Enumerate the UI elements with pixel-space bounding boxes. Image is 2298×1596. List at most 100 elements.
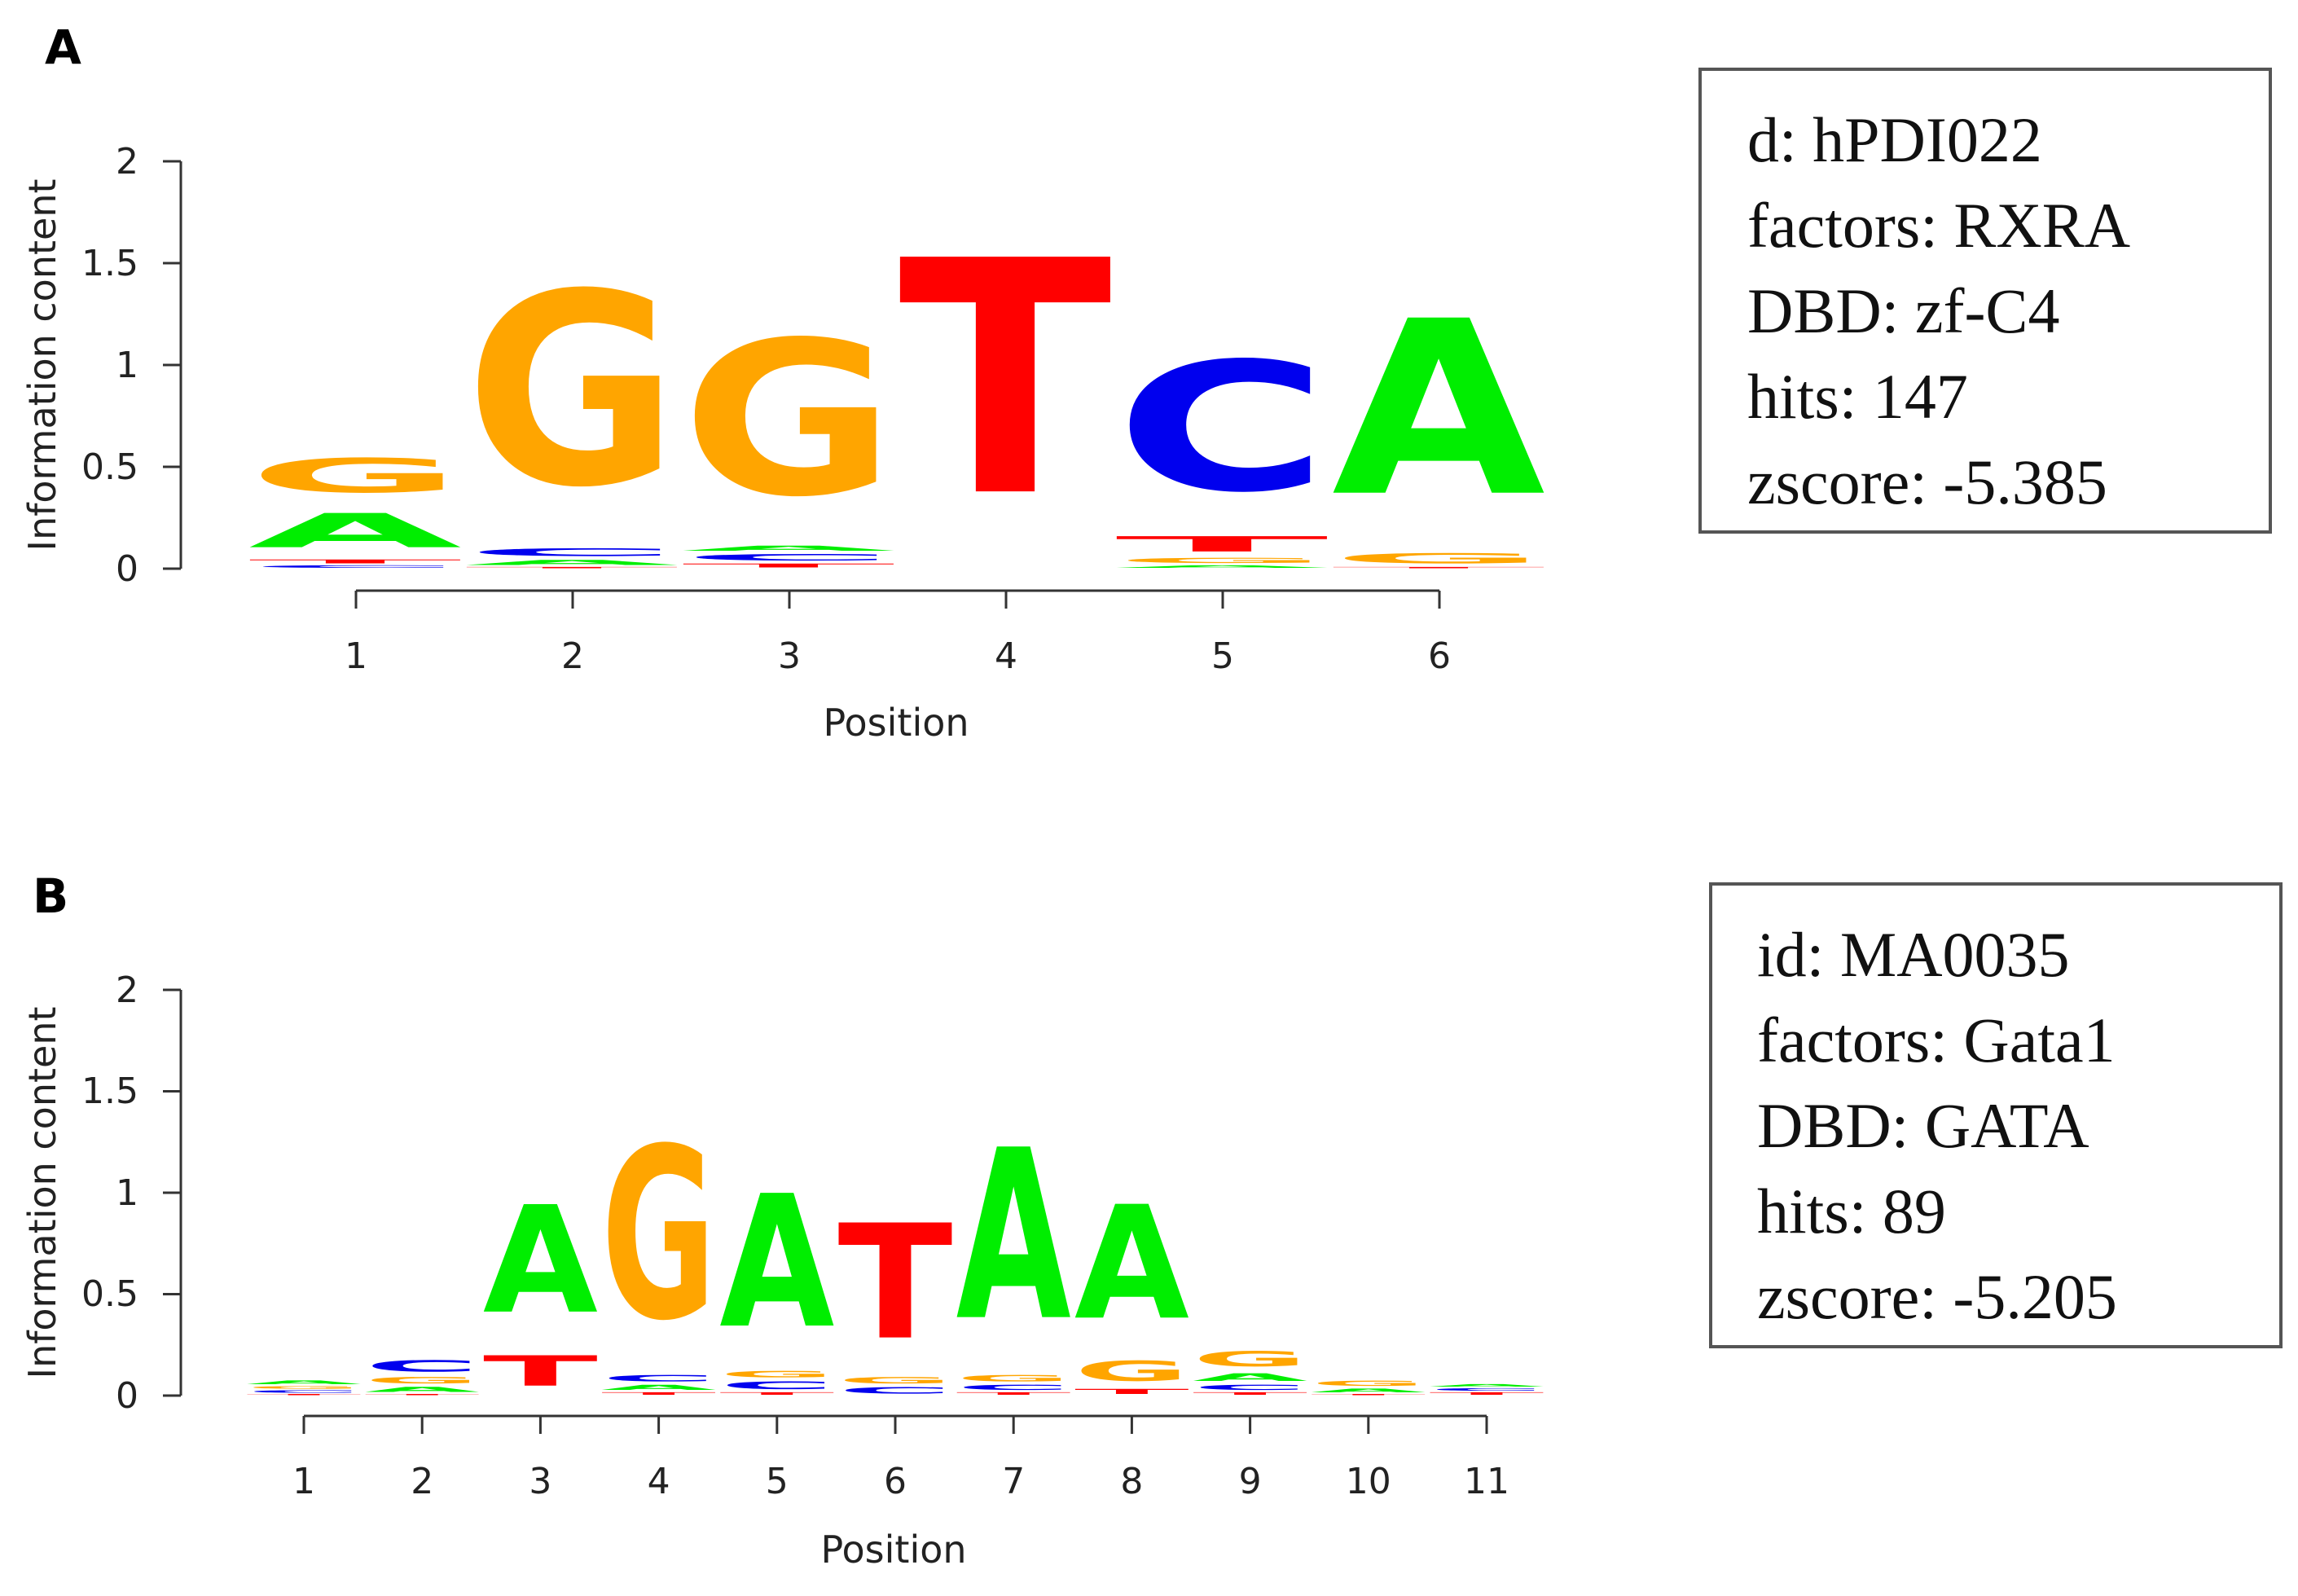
panel-a-x-axis-title: Position <box>823 701 969 745</box>
panel-a-y-tick-label: 1.5 <box>81 243 138 284</box>
panel-a-info-id: d: hPDI022 <box>1747 104 2042 175</box>
panel-a-y-tick-label: 0 <box>116 548 138 590</box>
panel-a-label: A <box>45 20 81 75</box>
logo-letter-G-pos-4: G <box>601 1099 716 1374</box>
logo-letter-A-pos-2: A <box>365 1386 480 1394</box>
panel-a-x-tick-label: 2 <box>561 635 584 677</box>
logo-letter-T-pos-8: T <box>1074 1387 1189 1396</box>
panel-b-y-tick-label: 1.5 <box>81 1071 138 1112</box>
logo-letter-T-pos-11: T <box>1430 1392 1544 1396</box>
logo-letter-C-pos-11: C <box>1430 1387 1544 1392</box>
logo-letter-A-pos-2: A <box>465 559 679 567</box>
logo-letter-A-pos-5: A <box>1115 565 1329 569</box>
logo-letter-A-pos-7: A <box>956 1100 1071 1372</box>
logo-letter-T-pos-6: T <box>1332 567 1547 569</box>
logo-letter-C-pos-6: C <box>838 1386 953 1396</box>
panel-b-info-box: id: MA0035 factors: Gata1 DBD: GATA hits… <box>1709 882 2283 1348</box>
panel-b-y-axis-title: Information content <box>20 1006 64 1378</box>
logo-letter-G-pos-8: G <box>1074 1356 1189 1388</box>
panel-b-x-tick-label: 3 <box>529 1461 551 1502</box>
panel-b-x-tick-label: 11 <box>1464 1461 1509 1502</box>
panel-b-x-tick-label: 1 <box>292 1461 315 1502</box>
logo-letter-G-pos-5: G <box>1115 556 1329 565</box>
logo-letter-A-pos-11: A <box>1430 1383 1544 1387</box>
panel-b-x-tick-label: 10 <box>1346 1461 1391 1502</box>
panel-b-x-tick-label: 9 <box>1239 1461 1262 1502</box>
logo-letter-T-pos-2: T <box>365 1394 480 1396</box>
panel-b-x-tick-label: 6 <box>884 1461 907 1502</box>
logo-letter-C-pos-2: C <box>365 1357 480 1375</box>
logo-letter-C-pos-5: C <box>1115 324 1329 531</box>
logo-letter-T-pos-7: T <box>956 1392 1071 1396</box>
panel-b-y-axis: 0 0.5 1 1.5 2 Information content <box>20 969 182 1417</box>
logo-letter-A-pos-6: A <box>1332 270 1547 550</box>
logo-letter-G-pos-9: G <box>1193 1347 1307 1371</box>
logo-letter-A-pos-8: A <box>1074 1174 1189 1355</box>
logo-letter-C-pos-2: C <box>465 547 679 559</box>
logo-letter-G-pos-10: G <box>1311 1379 1426 1387</box>
logo-letter-T-pos-9: T <box>1193 1392 1307 1396</box>
logo-letter-G-pos-6: G <box>1332 551 1545 567</box>
panel-a-info-frame <box>1698 68 2272 534</box>
logo-letter-G-pos-5: G <box>719 1370 834 1379</box>
logo-letter-T-pos-6: T <box>838 1192 953 1375</box>
panel-a-x-tick-label: 6 <box>1428 635 1451 677</box>
panel-a-x-tick-label: 1 <box>345 635 367 677</box>
panel-b-y-tick-label: 1 <box>116 1172 138 1214</box>
logo-letter-A-pos-4: A <box>601 1383 716 1392</box>
logo-letter-T-pos-5: T <box>719 1392 834 1396</box>
panel-a-x-tick-label: 4 <box>995 635 1017 677</box>
panel-b-x-tick-label: 4 <box>648 1461 670 1502</box>
logo-letter-C-pos-3: C <box>682 552 895 562</box>
panel-a-x-tick-label: 3 <box>778 635 801 677</box>
logo-letter-T-pos-10: T <box>1311 1394 1426 1396</box>
logo-letter-A-pos-10: A <box>1311 1387 1426 1393</box>
panel-a-y-tick-label: 2 <box>116 141 138 182</box>
logo-letter-A-pos-3: A <box>682 544 895 552</box>
logo-letter-C-pos-9: C <box>1193 1383 1307 1392</box>
panel-b-x-tick-label: 7 <box>1002 1461 1025 1502</box>
panel-a-info-zscore: zscore: -5.385 <box>1747 446 2107 517</box>
logo-letter-C-pos-1: C <box>248 565 462 569</box>
logo-letter-C-pos-1: C <box>247 1390 362 1394</box>
logo-letter-T-pos-3: T <box>682 563 897 569</box>
logo-letter-A-pos-9: A <box>1193 1371 1307 1383</box>
panel-a-info-dbd: DBD: zf-C4 <box>1747 275 2059 346</box>
logo-letter-T-pos-1: T <box>247 1394 362 1396</box>
panel-a-y-tick-label: 0.5 <box>81 446 138 488</box>
panel-b-info-hits: hits: 89 <box>1757 1176 1946 1246</box>
logo-letter-T-pos-2: T <box>465 567 680 569</box>
panel-b-x-axis-title: Position <box>820 1528 966 1572</box>
logo-letter-T-pos-5: T <box>1115 532 1330 556</box>
logo-letter-C-pos-7: C <box>956 1383 1071 1392</box>
panel-a-info-factors: factors: RXRA <box>1747 190 2130 261</box>
logo-letter-T-pos-1: T <box>248 559 464 565</box>
panel-b-info-factors: factors: Gata1 <box>1757 1005 2116 1075</box>
logo-letter-G-pos-3: G <box>682 297 895 543</box>
panel-a-x-tick-label: 5 <box>1211 635 1234 677</box>
panel-a-y-tick-label: 1 <box>116 345 138 386</box>
panel-b-y-tick-label: 2 <box>116 969 138 1011</box>
logo-letter-G-pos-2: G <box>365 1375 480 1385</box>
logo-letter-C-pos-4: C <box>601 1374 716 1383</box>
panel-b-info-dbd: DBD: GATA <box>1757 1090 2089 1161</box>
panel-b-y-tick-label: 0.5 <box>81 1273 138 1315</box>
panel-b-info-zscore: zscore: -5.205 <box>1757 1261 2117 1332</box>
logo-letter-G-pos-7: G <box>956 1374 1071 1383</box>
panel-a-x-axis: 1 2 3 4 5 6 Position <box>345 589 1451 745</box>
logo-letter-T-pos-4: T <box>601 1392 716 1396</box>
panel-b-x-tick-label: 2 <box>411 1461 433 1502</box>
logo-letter-T-pos-4: T <box>899 192 1114 568</box>
logo-letter-A-pos-3: A <box>483 1175 598 1346</box>
panel-b-x-tick-label: 8 <box>1120 1461 1143 1502</box>
panel-b-x-tick-label: 5 <box>766 1461 789 1502</box>
logo-letter-A-pos-5: A <box>719 1158 834 1370</box>
logo-letter-G-pos-2: G <box>465 237 679 545</box>
logo-letter-A-pos-1: A <box>247 1379 362 1385</box>
logo-letter-T-pos-3: T <box>483 1347 598 1396</box>
logo-letter-G-pos-6: G <box>838 1375 953 1385</box>
